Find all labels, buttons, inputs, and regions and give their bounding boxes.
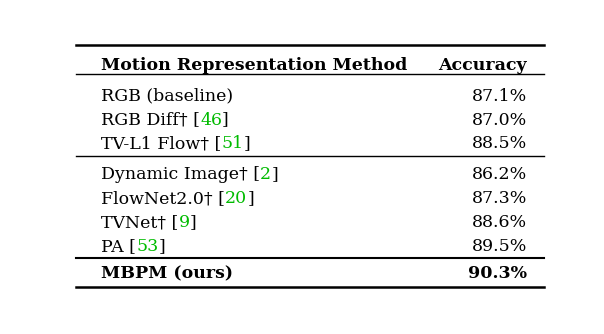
Text: 9: 9: [179, 214, 190, 231]
Text: TV-L1 Flow† [: TV-L1 Flow† [: [101, 136, 222, 153]
Text: 46: 46: [200, 112, 222, 129]
Text: ]: ]: [190, 214, 196, 231]
Text: 20: 20: [225, 190, 247, 207]
Text: 89.5%: 89.5%: [472, 237, 527, 255]
Text: 87.3%: 87.3%: [472, 190, 527, 207]
Text: ]: ]: [271, 166, 278, 183]
Text: Motion Representation Method: Motion Representation Method: [101, 57, 408, 74]
Text: 2: 2: [260, 166, 271, 183]
Text: 90.3%: 90.3%: [468, 266, 527, 282]
Text: Accuracy: Accuracy: [439, 57, 527, 74]
Text: 86.2%: 86.2%: [472, 166, 527, 183]
Text: ]: ]: [158, 237, 165, 255]
Text: TVNet† [: TVNet† [: [101, 214, 179, 231]
Text: ]: ]: [247, 190, 254, 207]
Text: ]: ]: [222, 112, 229, 129]
Text: RGB Diff† [: RGB Diff† [: [101, 112, 200, 129]
Text: RGB (baseline): RGB (baseline): [101, 88, 233, 105]
Text: PA [: PA [: [101, 237, 136, 255]
Text: Dynamic Image† [: Dynamic Image† [: [101, 166, 260, 183]
Text: 51: 51: [222, 136, 243, 153]
Text: ]: ]: [243, 136, 251, 153]
Text: FlowNet2.0† [: FlowNet2.0† [: [101, 190, 225, 207]
Text: 88.6%: 88.6%: [472, 214, 527, 231]
Text: 87.0%: 87.0%: [472, 112, 527, 129]
Text: 87.1%: 87.1%: [472, 88, 527, 105]
Text: MBPM (ours): MBPM (ours): [101, 266, 233, 282]
Text: 53: 53: [136, 237, 158, 255]
Text: 88.5%: 88.5%: [472, 136, 527, 153]
